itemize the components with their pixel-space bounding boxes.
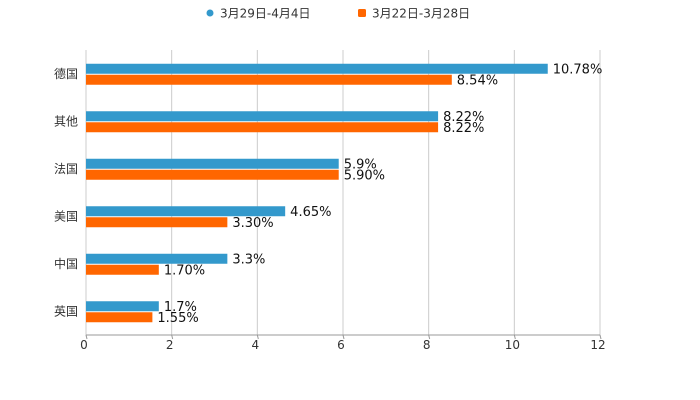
bar-series-2-4[interactable] (86, 217, 228, 228)
grid-lines (85, 50, 601, 335)
x-tick-label: 8 (423, 338, 431, 352)
data-label: 5.9% (344, 157, 377, 172)
x-tick-mark (171, 334, 174, 340)
bar-series-2-5[interactable] (86, 264, 159, 275)
bar-series-1-5[interactable] (86, 253, 228, 264)
data-label: 1.55% (157, 311, 198, 326)
data-label: 3.30% (232, 216, 273, 231)
data-label: 8.22% (443, 110, 484, 125)
category-label: 英国 (54, 304, 78, 318)
legend: 3月29日-4月4日 3月22日-3月28日 (206, 7, 470, 21)
data-label: 1.70% (164, 263, 205, 278)
legend-label[interactable]: 3月29日-4月4日 (220, 7, 311, 21)
legend-marker-circle (206, 9, 214, 17)
bar-series-1-1[interactable] (86, 63, 548, 74)
bar-series-2-2[interactable] (86, 122, 439, 133)
data-label: 10.78% (553, 62, 603, 77)
x-tick-label: 0 (80, 338, 88, 352)
category-label: 美国 (54, 209, 78, 223)
x-tick-label: 2 (166, 338, 174, 352)
bar-series-2-1[interactable] (86, 74, 452, 85)
bar-series-1-3[interactable] (86, 158, 339, 169)
x-tick-label: 12 (590, 338, 605, 352)
data-label: 5.90% (344, 168, 385, 183)
data-label: 1.7% (164, 300, 197, 315)
bars (86, 63, 548, 323)
category-label: 其他 (54, 114, 78, 128)
x-tick-label: 10 (505, 338, 520, 352)
data-label: 8.22% (443, 121, 484, 136)
x-tick-label: 4 (252, 338, 260, 352)
bar-series-1-6[interactable] (86, 301, 159, 312)
x-tick-mark (85, 334, 88, 340)
category-label: 德国 (54, 66, 78, 81)
bar-series-1-2[interactable] (86, 111, 439, 122)
legend-label[interactable]: 3月22日-3月28日 (372, 7, 470, 21)
x-tick-mark (599, 334, 602, 340)
legend-marker-square (358, 9, 366, 17)
data-labels: 10.78% 8.54% 8.22%8.22% 5.9%5.90% 4.65% 3.30%… (157, 62, 602, 326)
data-label: 4.65% (290, 205, 331, 220)
data-label: 3.3% (232, 252, 265, 267)
x-tick-mark (513, 334, 516, 340)
x-tick-mark (256, 334, 259, 340)
category-label: 法国 (54, 162, 78, 176)
bar-series-2-3[interactable] (86, 169, 339, 180)
bar-series-2-6[interactable] (86, 312, 153, 323)
x-tick-label: 6 (337, 338, 345, 352)
x-tick-mark (342, 334, 345, 340)
data-label: 8.54% (457, 73, 498, 88)
x-tick-mark (428, 334, 431, 340)
bar-series-1-4[interactable] (86, 206, 286, 217)
category-label: 中国 (54, 256, 78, 271)
